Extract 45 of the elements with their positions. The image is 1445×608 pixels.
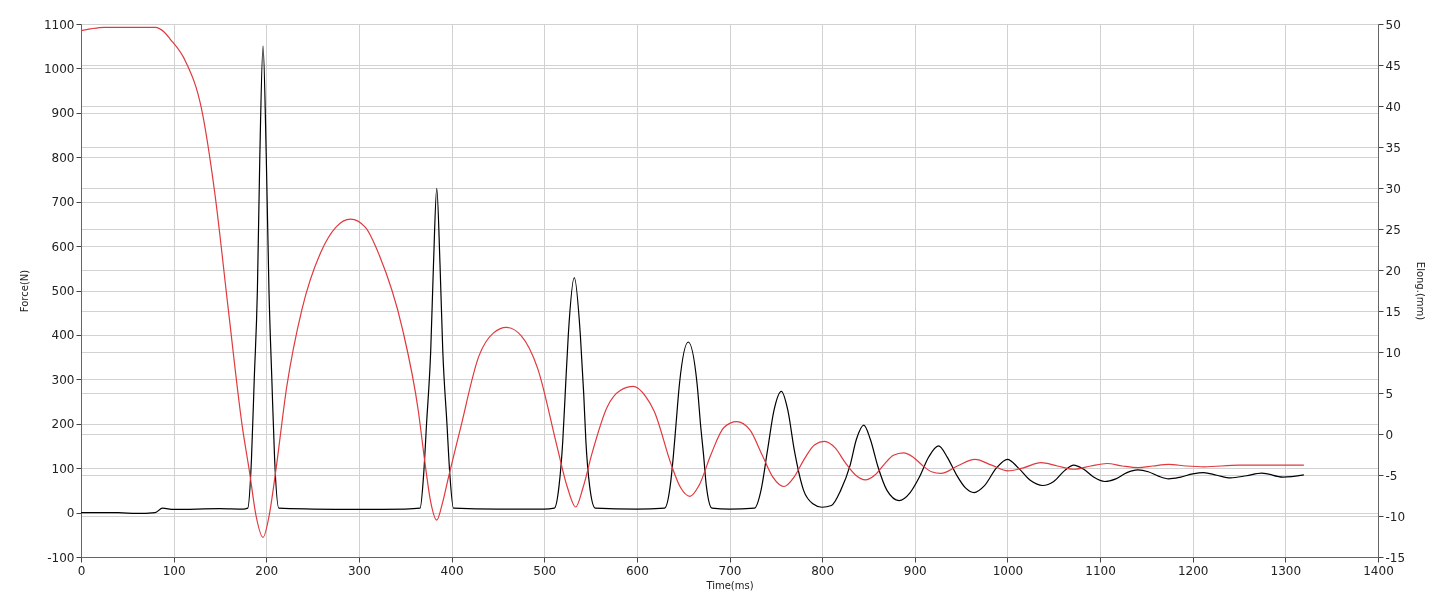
y2-tick-label: 10 xyxy=(1385,345,1401,360)
x-tick-label: 700 xyxy=(718,563,742,578)
y2-tick-label: 5 xyxy=(1385,386,1394,401)
y-tick-label: 700 xyxy=(51,195,75,210)
x-tick-label: 1400 xyxy=(1363,563,1394,578)
x-tick-label: 1100 xyxy=(1085,563,1116,578)
y2-tick-label: 50 xyxy=(1385,17,1401,32)
y-tick-label: 900 xyxy=(51,106,75,121)
y-tick-label: 200 xyxy=(51,417,75,432)
y-tick-label: 400 xyxy=(51,328,75,343)
x-tick-label: 100 xyxy=(162,563,186,578)
x-tick-label: 1200 xyxy=(1177,563,1209,578)
x-tick-label: 0 xyxy=(77,563,86,578)
x-tick-label: 900 xyxy=(903,563,927,578)
y-tick-label: 1100 xyxy=(43,17,75,32)
y-tick-label: 500 xyxy=(51,284,75,298)
x-tick-label: 1300 xyxy=(1270,563,1302,578)
y2-axis-title: Elong.(mm) xyxy=(1415,261,1427,321)
x-tick-label: 600 xyxy=(625,563,649,578)
y-tick-label: 300 xyxy=(51,372,75,387)
x-tick-label: 800 xyxy=(811,563,835,578)
y2-tick-label: -5 xyxy=(1385,468,1398,483)
y2-tick-label: 35 xyxy=(1385,140,1401,155)
y2-tick-label: 30 xyxy=(1385,181,1401,196)
y-tick-label: 0 xyxy=(66,506,75,521)
x-tick-label: 300 xyxy=(347,563,371,578)
x-tick-label: 1000 xyxy=(992,563,1024,578)
x-axis-title: Time(ms) xyxy=(705,579,754,591)
y2-tick-label: 45 xyxy=(1385,58,1401,73)
y-tick-label: -100 xyxy=(47,550,75,565)
y-tick-label: 600 xyxy=(51,239,75,254)
x-tick-label: 400 xyxy=(440,563,464,578)
y2-tick-label: 20 xyxy=(1385,263,1401,278)
y-axis-title: Force(N) xyxy=(18,269,30,313)
x-tick-label: 500 xyxy=(533,563,557,578)
y2-tick-label: 15 xyxy=(1385,304,1401,319)
y2-tick-label: -10 xyxy=(1385,509,1406,524)
y-tick-label: 100 xyxy=(51,461,75,476)
y2-tick-label: 0 xyxy=(1385,427,1394,442)
y-tick-label: 1000 xyxy=(43,61,75,76)
y2-tick-label: -15 xyxy=(1385,550,1406,565)
y2-tick-label: 40 xyxy=(1385,99,1401,114)
x-tick-label: 200 xyxy=(255,563,279,578)
y-tick-label: 800 xyxy=(51,150,75,165)
y2-tick-label: 25 xyxy=(1385,222,1401,237)
